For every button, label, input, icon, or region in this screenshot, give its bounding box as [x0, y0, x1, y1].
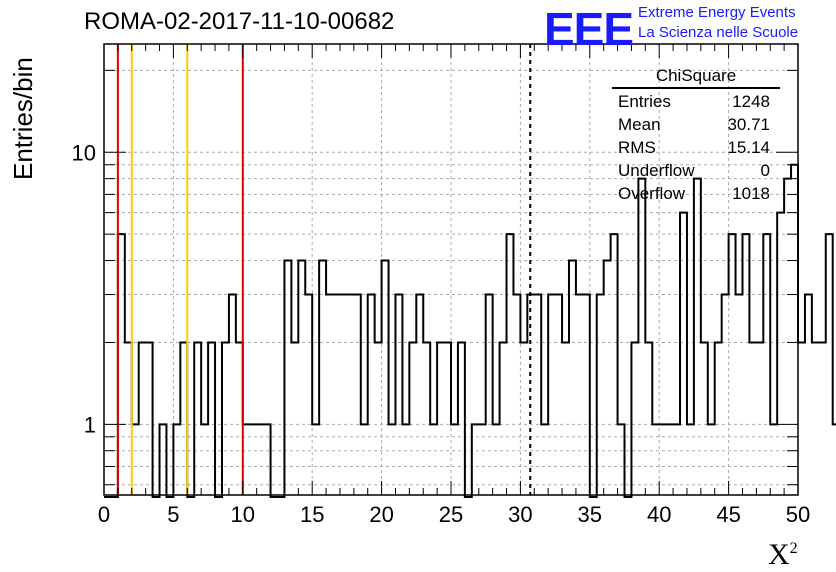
histogram-bin [319, 261, 326, 495]
histogram-bin [520, 342, 527, 495]
histogram-bin [638, 179, 645, 495]
histogram-bin [763, 234, 770, 495]
histogram-bin [583, 295, 590, 495]
histogram-bin [354, 295, 361, 495]
histogram-bin [742, 234, 749, 495]
x-tick-label: 40 [647, 502, 671, 527]
histogram-bin [236, 342, 243, 495]
histogram-bin [756, 342, 763, 495]
x-tick-label: 15 [300, 502, 324, 527]
histogram-bin [604, 261, 611, 495]
histogram-bin [611, 234, 618, 495]
histogram-bin [284, 261, 291, 495]
histogram-bin [326, 295, 333, 495]
x-tick-label: 10 [231, 502, 255, 527]
x-tick-label: 35 [578, 502, 602, 527]
logo-subtitle-1: Extreme Energy Events [638, 4, 796, 21]
histogram-bin [375, 342, 382, 495]
histogram-bin [423, 342, 430, 495]
histogram-bin [125, 342, 132, 495]
histogram-bin [229, 295, 236, 495]
histogram-bin [798, 342, 805, 495]
histogram-bin [805, 295, 812, 495]
histogram-bin [749, 342, 756, 495]
histogram-bin [513, 295, 520, 495]
histogram-bin [222, 342, 229, 495]
histogram-bin [347, 295, 354, 495]
histogram-bin [458, 342, 465, 495]
histogram-bin [597, 295, 604, 495]
histogram-bin [291, 342, 298, 495]
x-tick-label: 50 [786, 502, 810, 527]
histogram-bin [631, 342, 638, 495]
x-tick-label: 0 [98, 502, 110, 527]
stats-row-underflow: Underflow 0 [618, 161, 770, 180]
y-tick-label: 1 [84, 412, 96, 437]
histogram-bin [139, 342, 146, 495]
histogram-bin [146, 342, 153, 495]
histogram-bin [298, 261, 305, 495]
histogram-bin [680, 213, 687, 495]
x-tick-label: 30 [508, 502, 532, 527]
histogram-bin [534, 295, 541, 495]
stats-row-overflow: Overflow 1018 [618, 184, 770, 203]
x-tick-label: 20 [369, 502, 393, 527]
histogram-bin [576, 295, 583, 495]
histogram-bin [208, 342, 215, 495]
histogram-bin [194, 342, 201, 495]
histogram-bin [791, 165, 798, 495]
histogram-bin [409, 342, 416, 495]
histogram-bin [784, 179, 791, 495]
histogram-bin [486, 295, 493, 495]
stats-row-entries: Entries 1248 [618, 92, 770, 111]
histogram-bin [368, 295, 375, 495]
histogram-bin [729, 234, 736, 495]
eee-logo: EEE [544, 3, 634, 55]
y-axis-label: Entries/bin [8, 57, 38, 180]
plot-title: ROMA-02-2017-11-10-00682 [84, 8, 395, 35]
histogram-bin [305, 295, 312, 495]
x-tick-label: 5 [167, 502, 179, 527]
stats-title: ChiSquare [612, 66, 780, 89]
histogram-bin [562, 342, 569, 495]
histogram-series [104, 163, 836, 498]
y-tick-label: 10 [72, 140, 96, 165]
histogram-bin [180, 342, 187, 495]
histogram-bin [340, 295, 347, 495]
histogram-bin [500, 342, 507, 495]
logo-subtitle-2: La Scienza nelle Scuole [638, 24, 799, 41]
stats-row-rms: RMS 15.14 [618, 138, 770, 157]
histogram-bin [694, 179, 701, 495]
histogram-bin [569, 261, 576, 495]
stats-box: ChiSquare Entries 1248 Mean 30.71 RMS 15.14… [612, 66, 780, 207]
histogram-bin [118, 234, 125, 495]
histogram-bin [819, 342, 826, 495]
histogram-bin [507, 234, 514, 495]
histogram-bin [701, 342, 708, 495]
histogram-bin [715, 342, 722, 495]
histogram-bin [812, 342, 819, 495]
x-tick-label: 25 [439, 502, 463, 527]
histogram-bin [645, 342, 652, 495]
histogram-bin [416, 295, 423, 495]
histogram-bin [333, 295, 340, 495]
histogram-bin [736, 295, 743, 495]
histogram-bin [382, 261, 389, 495]
x-axis-label: X2 [768, 538, 798, 571]
x-tick-label: 45 [716, 502, 740, 527]
histogram-bin [437, 342, 444, 495]
histogram-bin [826, 234, 833, 495]
stats-row-mean: Mean 30.71 [618, 115, 770, 134]
histogram-bin [722, 295, 729, 495]
histogram-bin [777, 213, 784, 495]
histogram-bin [444, 342, 451, 495]
histogram-bin [548, 295, 555, 495]
histogram-bin [395, 295, 402, 495]
histogram-bin [555, 295, 562, 495]
